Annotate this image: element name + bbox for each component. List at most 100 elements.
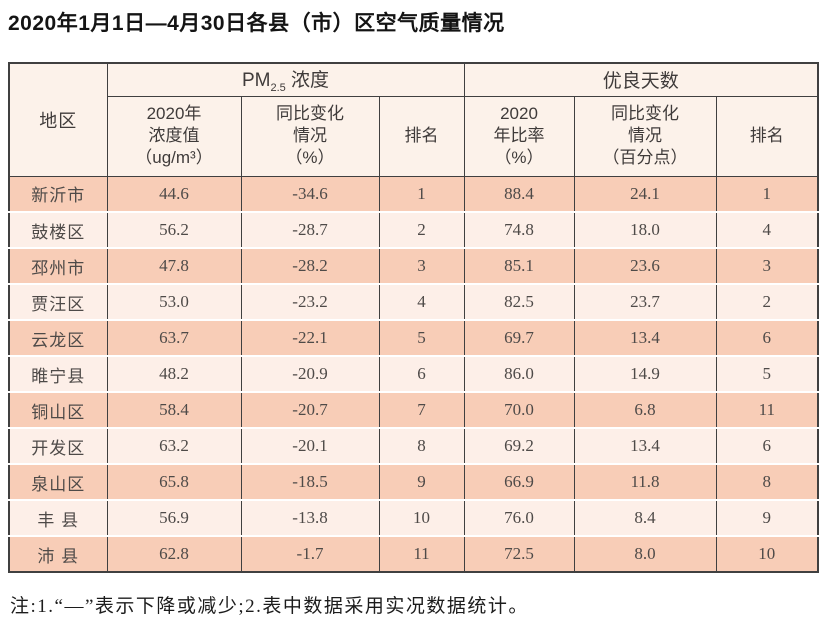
column-header-pm25-rank: 排名 xyxy=(378,95,465,177)
column-header-ratio: 2020 年比率 （%） xyxy=(463,95,575,177)
pm25-rank-cell: 4 xyxy=(378,283,465,320)
good-days-rank-cell: 10 xyxy=(715,535,819,572)
header-sub-row: 2020年 浓度值 （ug/m³） 同比变化 情况 （%） 排名 2020 年比… xyxy=(9,95,819,177)
pm25-subscript: 2.5 xyxy=(270,82,286,95)
pm25-label-suffix: 浓度 xyxy=(285,70,330,92)
yoy-pct-cell: -20.1 xyxy=(240,427,380,464)
column-group-pm25: PM2.5 浓度 xyxy=(106,62,465,97)
yoy-points-cell: 13.4 xyxy=(573,319,717,356)
region-cell: 贾汪区 xyxy=(8,283,108,320)
header-group-row: 地区 PM2.5 浓度 优良天数 xyxy=(8,62,819,177)
air-quality-table: 地区 PM2.5 浓度 优良天数 2020年 浓度值 （ug/m³） 同比变化 … xyxy=(8,62,820,573)
concentration-cell: 63.2 xyxy=(106,427,242,464)
column-header-yoy-points: 同比变化 情况 （百分点） xyxy=(573,95,717,177)
concentration-cell: 48.2 xyxy=(106,355,242,392)
ratio-cell: 74.8 xyxy=(463,211,575,248)
table-row: 开发区 63.2 -20.1 8 69.2 13.4 6 xyxy=(8,427,819,464)
ratio-cell: 85.1 xyxy=(463,247,575,284)
yoy-pct-cell: -20.9 xyxy=(240,355,380,392)
good-days-rank-cell: 9 xyxy=(715,499,819,536)
column-header-concentration: 2020年 浓度值 （ug/m³） xyxy=(106,95,242,177)
region-cell: 丰 县 xyxy=(8,499,108,536)
pm25-rank-cell: 9 xyxy=(378,463,465,500)
yoy-points-cell: 13.4 xyxy=(573,427,717,464)
column-group-good-days: 优良天数 xyxy=(463,62,819,97)
column-header-yoy-pct: 同比变化 情况 （%） xyxy=(240,95,380,177)
column-header-region: 地区 xyxy=(8,62,108,177)
concentration-cell: 58.4 xyxy=(106,391,242,428)
ratio-cell: 69.2 xyxy=(463,427,575,464)
pm25-rank-cell: 11 xyxy=(378,535,465,572)
yoy-points-cell: 23.6 xyxy=(573,247,717,284)
yoy-pct-cell: -13.8 xyxy=(240,499,380,536)
table-row: 邳州市 47.8 -28.2 3 85.1 23.6 3 xyxy=(8,247,819,284)
pm25-rank-cell: 7 xyxy=(378,391,465,428)
region-cell: 云龙区 xyxy=(8,319,108,356)
pm25-rank-cell: 5 xyxy=(378,319,465,356)
footnote: 注:1.“—”表示下降或减少;2.表中数据采用实况数据统计。 xyxy=(10,596,529,617)
good-days-rank-cell: 6 xyxy=(715,319,819,356)
pm25-rank-cell: 6 xyxy=(378,355,465,392)
table-row: 丰 县 56.9 -13.8 10 76.0 8.4 9 xyxy=(8,499,819,536)
yoy-points-cell: 14.9 xyxy=(573,355,717,392)
region-cell: 睢宁县 xyxy=(8,355,108,392)
concentration-cell: 63.7 xyxy=(106,319,242,356)
yoy-pct-cell: -20.7 xyxy=(240,391,380,428)
region-cell: 泉山区 xyxy=(8,463,108,500)
concentration-cell: 65.8 xyxy=(106,463,242,500)
region-cell: 铜山区 xyxy=(8,391,108,428)
pm25-rank-cell: 8 xyxy=(378,427,465,464)
ratio-cell: 69.7 xyxy=(463,319,575,356)
concentration-cell: 62.8 xyxy=(106,535,242,572)
yoy-points-cell: 8.0 xyxy=(573,535,717,572)
ratio-cell: 82.5 xyxy=(463,283,575,320)
concentration-cell: 56.2 xyxy=(106,211,242,248)
yoy-pct-cell: -23.2 xyxy=(240,283,380,320)
good-days-rank-cell: 8 xyxy=(715,463,819,500)
table-header: 地区 PM2.5 浓度 优良天数 2020年 浓度值 （ug/m³） 同比变化 … xyxy=(8,62,819,177)
table-body: 新沂市 44.6 -34.6 1 88.4 24.1 1 鼓楼区 56.2 -2… xyxy=(8,176,819,572)
ratio-cell: 88.4 xyxy=(463,176,575,212)
table-row: 贾汪区 53.0 -23.2 4 82.5 23.7 2 xyxy=(8,283,819,320)
region-cell: 鼓楼区 xyxy=(8,211,108,248)
good-days-rank-cell: 1 xyxy=(715,176,819,212)
page-title: 2020年1月1日—4月30日各县（市）区空气质量情况 xyxy=(8,12,505,35)
yoy-points-cell: 6.8 xyxy=(573,391,717,428)
table-row: 鼓楼区 56.2 -28.7 2 74.8 18.0 4 xyxy=(8,211,819,248)
table-row: 新沂市 44.6 -34.6 1 88.4 24.1 1 xyxy=(8,176,819,212)
pm25-rank-cell: 10 xyxy=(378,499,465,536)
region-cell: 沛 县 xyxy=(8,535,108,572)
ratio-cell: 70.0 xyxy=(463,391,575,428)
yoy-points-cell: 8.4 xyxy=(573,499,717,536)
yoy-pct-cell: -1.7 xyxy=(240,535,380,572)
table-row: 沛 县 62.8 -1.7 11 72.5 8.0 10 xyxy=(8,535,819,572)
yoy-pct-cell: -22.1 xyxy=(240,319,380,356)
good-days-rank-cell: 11 xyxy=(715,391,819,428)
pm25-label-prefix: PM xyxy=(241,70,271,92)
good-days-rank-cell: 4 xyxy=(715,211,819,248)
yoy-points-cell: 18.0 xyxy=(573,211,717,248)
concentration-cell: 44.6 xyxy=(106,176,242,212)
table-row: 睢宁县 48.2 -20.9 6 86.0 14.9 5 xyxy=(8,355,819,392)
yoy-pct-cell: -18.5 xyxy=(240,463,380,500)
column-header-good-days-rank: 排名 xyxy=(715,95,819,177)
yoy-points-cell: 11.8 xyxy=(573,463,717,500)
concentration-cell: 53.0 xyxy=(106,283,242,320)
region-cell: 邳州市 xyxy=(8,247,108,284)
ratio-cell: 66.9 xyxy=(463,463,575,500)
good-days-rank-cell: 6 xyxy=(715,427,819,464)
yoy-pct-cell: -28.2 xyxy=(240,247,380,284)
table-row: 泉山区 65.8 -18.5 9 66.9 11.8 8 xyxy=(8,463,819,500)
concentration-cell: 56.9 xyxy=(106,499,242,536)
yoy-pct-cell: -34.6 xyxy=(240,176,380,212)
yoy-pct-cell: -28.7 xyxy=(240,211,380,248)
good-days-rank-cell: 2 xyxy=(715,283,819,320)
pm25-rank-cell: 2 xyxy=(378,211,465,248)
good-days-rank-cell: 3 xyxy=(715,247,819,284)
region-cell: 开发区 xyxy=(8,427,108,464)
ratio-cell: 76.0 xyxy=(463,499,575,536)
ratio-cell: 72.5 xyxy=(463,535,575,572)
ratio-cell: 86.0 xyxy=(463,355,575,392)
concentration-cell: 47.8 xyxy=(106,247,242,284)
